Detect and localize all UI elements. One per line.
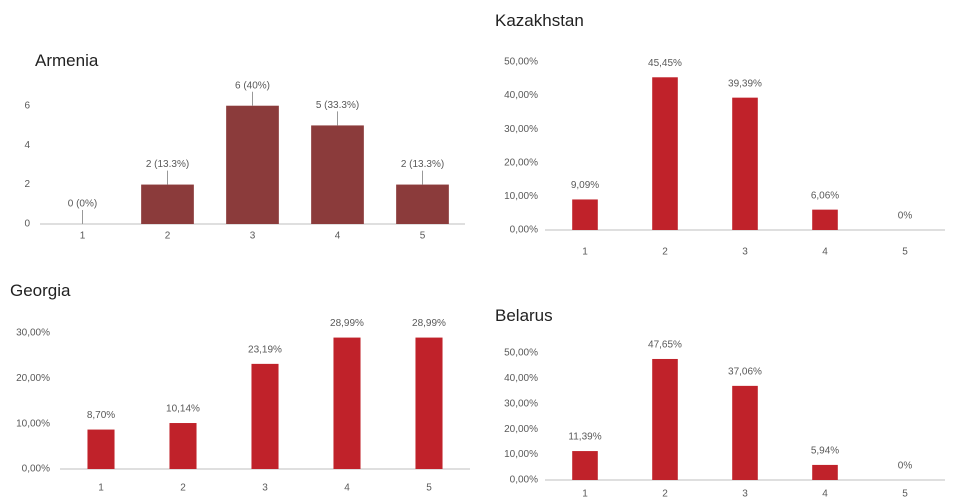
x-tick-label: 5 — [426, 483, 432, 494]
value-label: 23,19% — [248, 345, 282, 356]
x-tick-label: 2 — [662, 247, 668, 258]
value-label: 28,99% — [412, 318, 446, 329]
x-tick-label: 1 — [582, 489, 588, 499]
y-tick-label: 10,00% — [16, 418, 50, 429]
value-label: 28,99% — [330, 318, 364, 329]
x-tick-label: 1 — [98, 483, 104, 494]
y-tick-label: 30,00% — [16, 328, 50, 339]
y-tick-label: 0 — [24, 219, 30, 230]
x-tick-label: 3 — [250, 231, 256, 242]
bar — [812, 209, 838, 230]
bar — [652, 358, 678, 480]
x-tick-label: 2 — [662, 489, 668, 499]
bar — [141, 184, 194, 224]
bar — [732, 385, 758, 480]
y-tick-label: 0,00% — [22, 464, 50, 475]
value-label: 2 (13.3%) — [401, 159, 444, 170]
x-tick-label: 2 — [180, 483, 186, 494]
x-tick-label: 5 — [902, 489, 908, 499]
value-label: 2 (13.3%) — [146, 159, 189, 170]
value-label: 8,70% — [87, 410, 115, 421]
y-tick-label: 20,00% — [504, 424, 538, 435]
chart-title: Armenia — [35, 51, 99, 70]
chart-title: Kazakhstan — [495, 11, 584, 30]
y-tick-label: 10,00% — [504, 449, 538, 460]
y-tick-label: 0,00% — [510, 475, 538, 486]
bar — [572, 451, 598, 480]
value-label: 10,14% — [166, 404, 200, 415]
bar — [87, 429, 115, 469]
x-tick-label: 3 — [742, 247, 748, 258]
y-tick-label: 6 — [24, 100, 30, 111]
x-tick-label: 4 — [822, 489, 828, 499]
y-tick-label: 20,00% — [16, 373, 50, 384]
bar — [333, 337, 361, 469]
bar — [251, 363, 279, 469]
value-label: 0% — [898, 211, 913, 222]
value-label: 37,06% — [728, 367, 762, 378]
x-tick-label: 1 — [582, 247, 588, 258]
chart-title: Georgia — [10, 281, 71, 300]
y-tick-label: 0,00% — [510, 225, 538, 236]
value-label: 11,39% — [568, 432, 601, 443]
bar — [169, 423, 197, 469]
bar — [396, 184, 449, 224]
x-tick-label: 3 — [262, 483, 268, 494]
value-label: 0 (0%) — [68, 199, 97, 210]
value-label: 6,06% — [811, 190, 839, 201]
y-tick-label: 2 — [24, 179, 30, 190]
value-label: 5,94% — [811, 446, 839, 457]
value-label: 0% — [898, 461, 913, 472]
bar — [652, 77, 678, 231]
value-label: 9,09% — [571, 180, 599, 191]
x-tick-label: 5 — [420, 231, 426, 242]
value-label: 47,65% — [648, 340, 682, 351]
value-label: 39,39% — [728, 78, 762, 89]
y-tick-label: 4 — [24, 140, 30, 151]
value-label: 5 (33.3%) — [316, 100, 359, 111]
bar — [812, 464, 838, 480]
chart-title: Belarus — [495, 306, 553, 325]
y-tick-label: 20,00% — [504, 157, 538, 168]
x-tick-label: 4 — [335, 231, 341, 242]
y-tick-label: 50,00% — [504, 348, 538, 359]
bar — [226, 105, 279, 224]
x-tick-label: 1 — [80, 231, 86, 242]
x-tick-label: 2 — [165, 231, 171, 242]
y-tick-label: 30,00% — [504, 124, 538, 135]
x-tick-label: 3 — [742, 489, 748, 499]
y-tick-label: 30,00% — [504, 398, 538, 409]
x-tick-label: 4 — [344, 483, 350, 494]
y-tick-label: 40,00% — [504, 90, 538, 101]
bar — [732, 97, 758, 230]
bar — [311, 125, 364, 224]
bar — [572, 199, 598, 230]
bar — [415, 337, 443, 469]
y-tick-label: 40,00% — [504, 373, 538, 384]
y-tick-label: 50,00% — [504, 57, 538, 68]
y-tick-label: 10,00% — [504, 191, 538, 202]
x-tick-label: 5 — [902, 247, 908, 258]
x-tick-label: 4 — [822, 247, 828, 258]
value-label: 45,45% — [648, 58, 682, 69]
value-label: 6 (40%) — [235, 80, 270, 91]
